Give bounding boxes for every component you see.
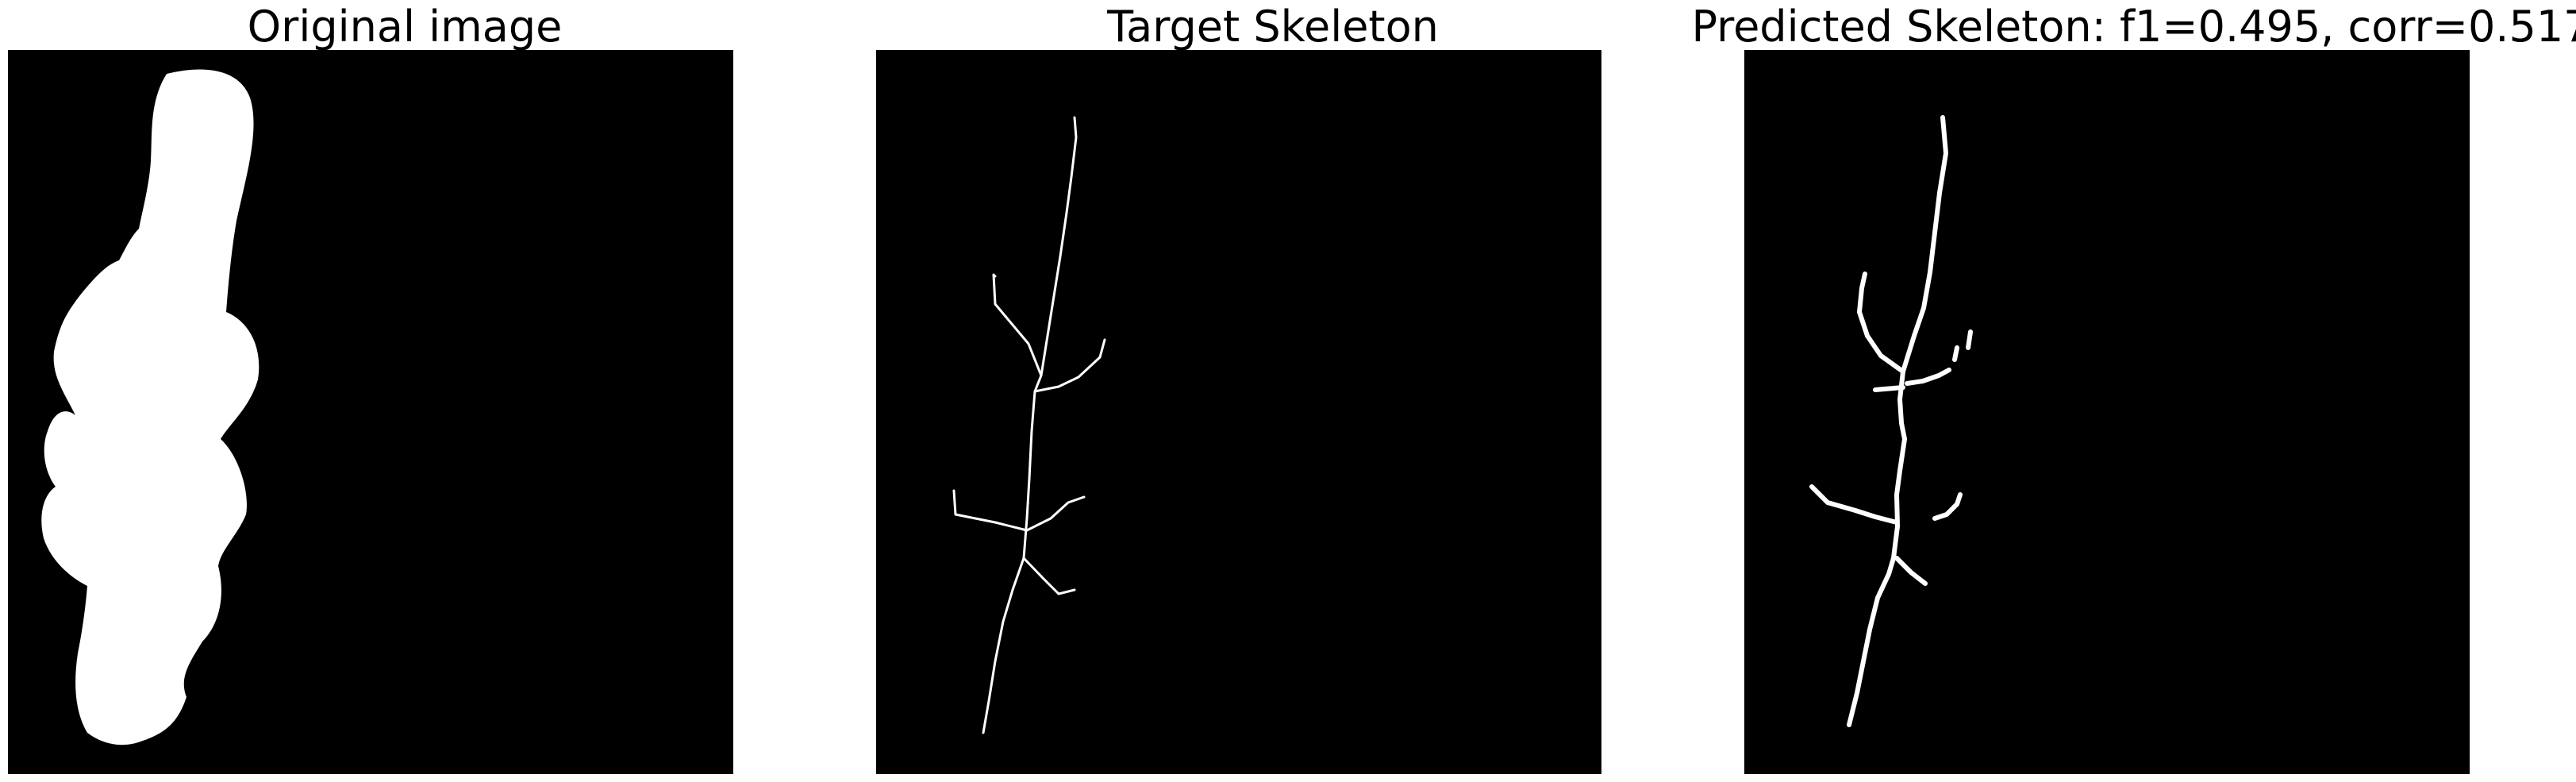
panel-original: Original image — [8, 0, 802, 782]
target-skeleton-svg — [952, 116, 1106, 734]
target-branch-upper-left — [992, 273, 1043, 377]
target-branch-upper-right — [1033, 338, 1106, 393]
predicted-branch-lower-right — [1894, 556, 1928, 586]
predicted-branch-upper-left — [1857, 272, 1905, 374]
panel-target: Target Skeleton — [876, 0, 1670, 782]
predicted-fragment-right-top — [1966, 329, 1973, 350]
target-skeleton-image — [876, 50, 1601, 774]
original-image — [8, 50, 733, 774]
mask-blob — [41, 69, 260, 745]
predicted-branch-left-nub — [1873, 385, 1905, 392]
panel-title-target: Target Skeleton — [1107, 2, 1439, 52]
predicted-branch-upper-right — [1905, 368, 1951, 386]
target-main-stem — [982, 116, 1078, 734]
predicted-skeleton-image — [1744, 50, 2470, 774]
target-branch-mid-left — [952, 489, 1028, 532]
panel-title-original: Original image — [247, 2, 563, 52]
panel-predicted: Predicted Skeleton: f1=0.495, corr=0.517 — [1691, 0, 2576, 782]
target-branch-lower-right — [1022, 557, 1076, 595]
predicted-fragment-mid-right — [1932, 492, 1963, 521]
predicted-branch-mid-left — [1809, 484, 1899, 525]
predicted-skeleton-svg — [1809, 115, 1973, 727]
original-mask-svg — [41, 69, 260, 745]
panel-title-predicted: Predicted Skeleton: f1=0.495, corr=0.517 — [1691, 2, 2576, 52]
predicted-main-stem — [1847, 115, 1948, 727]
target-branch-mid-right — [1025, 495, 1086, 532]
predicted-fragment-upper — [1952, 345, 1959, 362]
